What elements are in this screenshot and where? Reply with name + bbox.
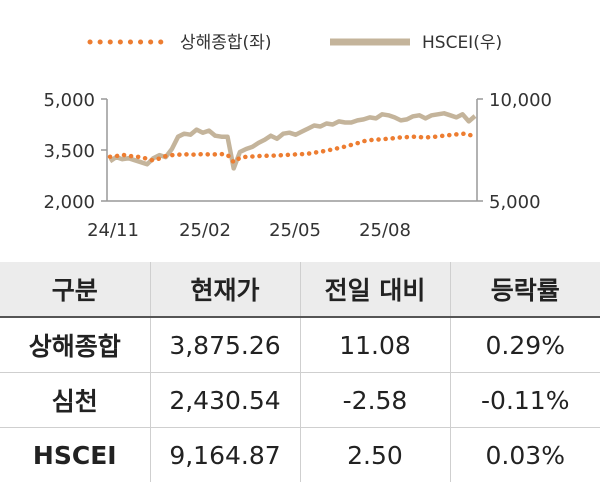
legend-label-hscei: HSCEI(우) [422,33,502,53]
cell-current-price: 3,875.26 [150,317,300,373]
plot-area [110,113,475,168]
table-row: HSCEI 9,164.87 2.50 0.03% [0,428,600,482]
header-category: 구분 [0,262,150,317]
cell-current-price: 2,430.54 [150,373,300,428]
y-right-tick-label: 10,000 [489,90,552,111]
row-name: HSCEI [0,428,150,482]
y-right-tick-labels: 10,000 5,000 [489,90,552,213]
x-tick-label: 25/08 [359,220,411,241]
legend-label-shanghai: 상해종합(좌) [180,33,271,53]
row-name: 상해종합 [0,317,150,373]
cell-current-price: 9,164.87 [150,428,300,482]
table-row: 상해종합 3,875.26 11.08 0.29% [0,317,600,373]
row-name: 심천 [0,373,150,428]
header-change-rate: 등락률 [450,262,600,317]
cell-change: -2.58 [300,373,450,428]
x-tick-labels: 24/11 25/02 25/05 25/08 [87,220,411,241]
cell-change: 11.08 [300,317,450,373]
cell-change-rate: 0.29% [450,317,600,373]
y-left-tick-labels: 5,000 3,500 2,000 [43,90,95,213]
y-left-tick-label: 2,000 [43,192,95,213]
series-line-shanghai [110,134,475,163]
axes [101,99,483,201]
table-row: 심천 2,430.54 -2.58 -0.11% [0,373,600,428]
y-right-tick-label: 5,000 [489,192,541,213]
x-tick-label: 25/05 [269,220,321,241]
y-left-tick-label: 3,500 [43,141,95,162]
cell-change: 2.50 [300,428,450,482]
y-left-tick-label: 5,000 [43,90,95,111]
x-tick-label: 24/11 [87,220,139,241]
series-line-hscei [110,113,475,168]
chart: 상해종합(좌) HSCEI(우) 5,000 3,500 2,000 10,00… [0,0,600,258]
table-header-row: 구분 현재가 전일 대비 등락률 [0,262,600,317]
header-change: 전일 대비 [300,262,450,317]
x-tick-label: 25/02 [179,220,231,241]
legend: 상해종합(좌) HSCEI(우) [90,33,502,53]
header-current-price: 현재가 [150,262,300,317]
cell-change-rate: 0.03% [450,428,600,482]
cell-change-rate: -0.11% [450,373,600,428]
quote-table: 구분 현재가 전일 대비 등락률 상해종합 3,875.26 11.08 0.2… [0,262,600,482]
